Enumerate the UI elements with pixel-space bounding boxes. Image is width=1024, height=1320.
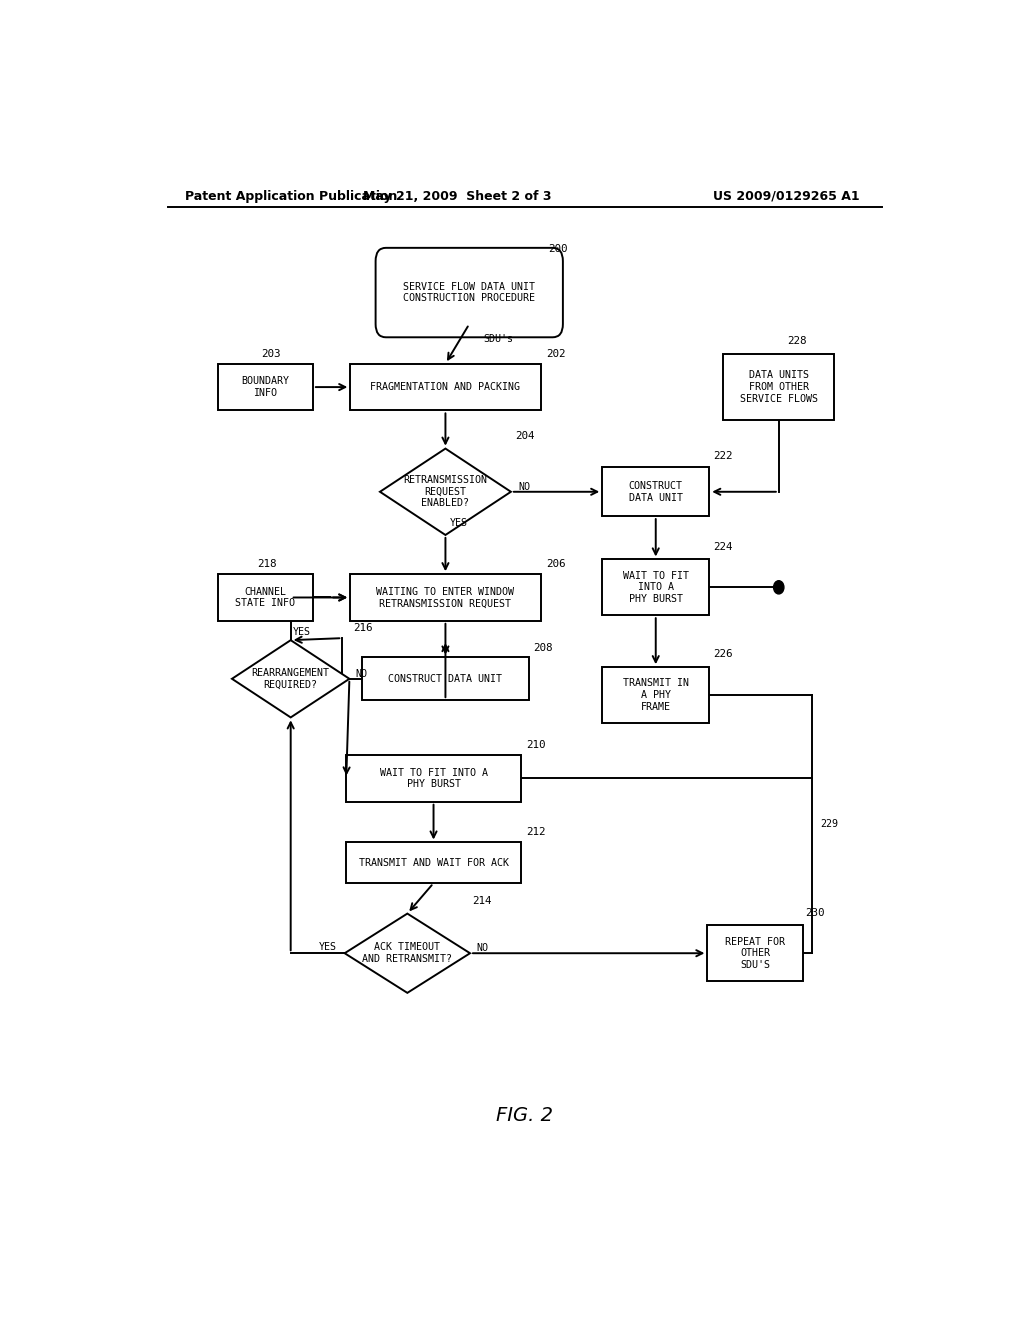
- Text: 206: 206: [546, 560, 565, 569]
- Text: CONSTRUCT
DATA UNIT: CONSTRUCT DATA UNIT: [629, 480, 683, 503]
- Text: NO: NO: [355, 669, 368, 678]
- Text: FIG. 2: FIG. 2: [497, 1106, 553, 1126]
- Text: 226: 226: [714, 649, 733, 660]
- Bar: [602, 467, 710, 516]
- Bar: [723, 354, 835, 420]
- Bar: [350, 364, 541, 411]
- Bar: [602, 667, 710, 723]
- Text: 210: 210: [526, 741, 546, 750]
- Text: FRAGMENTATION AND PACKING: FRAGMENTATION AND PACKING: [371, 381, 520, 392]
- Text: DATA UNITS
FROM OTHER
SERVICE FLOWS: DATA UNITS FROM OTHER SERVICE FLOWS: [739, 371, 818, 404]
- Text: TRANSMIT AND WAIT FOR ACK: TRANSMIT AND WAIT FOR ACK: [358, 858, 509, 867]
- Text: CHANNEL
STATE INFO: CHANNEL STATE INFO: [236, 586, 295, 609]
- Text: 229: 229: [820, 820, 838, 829]
- Bar: [350, 574, 541, 620]
- Text: May 21, 2009  Sheet 2 of 3: May 21, 2009 Sheet 2 of 3: [364, 190, 552, 202]
- Polygon shape: [345, 913, 470, 993]
- Text: 228: 228: [786, 337, 806, 346]
- Polygon shape: [232, 640, 349, 718]
- Bar: [218, 364, 313, 411]
- Text: REARRANGEMENT
REQUIRED?: REARRANGEMENT REQUIRED?: [252, 668, 330, 689]
- Text: WAIT TO FIT INTO A
PHY BURST: WAIT TO FIT INTO A PHY BURST: [380, 768, 487, 789]
- Text: 208: 208: [532, 643, 552, 653]
- Text: YES: YES: [318, 942, 337, 952]
- Text: 224: 224: [714, 541, 733, 552]
- Bar: [602, 560, 710, 615]
- Text: NO: NO: [519, 482, 530, 491]
- Text: CONSTRUCT DATA UNIT: CONSTRUCT DATA UNIT: [388, 673, 503, 684]
- Text: WAIT TO FIT
INTO A
PHY BURST: WAIT TO FIT INTO A PHY BURST: [623, 570, 689, 605]
- Text: BOUNDARY
INFO: BOUNDARY INFO: [242, 376, 290, 397]
- Polygon shape: [380, 449, 511, 535]
- Text: REPEAT FOR
OTHER
SDU'S: REPEAT FOR OTHER SDU'S: [725, 937, 785, 970]
- Text: 202: 202: [546, 348, 565, 359]
- Text: 216: 216: [353, 623, 373, 634]
- Text: 200: 200: [549, 244, 568, 253]
- Text: YES: YES: [451, 517, 468, 528]
- Circle shape: [773, 581, 784, 594]
- Text: SERVICE FLOW DATA UNIT
CONSTRUCTION PROCEDURE: SERVICE FLOW DATA UNIT CONSTRUCTION PROC…: [403, 281, 536, 304]
- Text: TRANSMIT IN
A PHY
FRAME: TRANSMIT IN A PHY FRAME: [623, 678, 689, 711]
- Bar: [708, 925, 803, 981]
- Text: WAITING TO ENTER WINDOW
RETRANSMISSION REQUEST: WAITING TO ENTER WINDOW RETRANSMISSION R…: [377, 586, 514, 609]
- Text: 218: 218: [257, 560, 276, 569]
- Text: ACK TIMEOUT
AND RETRANSMIT?: ACK TIMEOUT AND RETRANSMIT?: [362, 942, 453, 964]
- Bar: [218, 574, 313, 620]
- Text: US 2009/0129265 A1: US 2009/0129265 A1: [714, 190, 860, 202]
- Text: 204: 204: [515, 430, 535, 441]
- Bar: [362, 657, 528, 700]
- Text: RETRANSMISSION
REQUEST
ENABLED?: RETRANSMISSION REQUEST ENABLED?: [403, 475, 487, 508]
- Text: YES: YES: [293, 627, 311, 638]
- Text: 203: 203: [261, 348, 281, 359]
- Text: SDU's: SDU's: [483, 334, 513, 343]
- Bar: [346, 755, 521, 801]
- Text: 212: 212: [526, 828, 546, 837]
- Text: 222: 222: [714, 451, 733, 461]
- FancyBboxPatch shape: [376, 248, 563, 338]
- Bar: [346, 842, 521, 883]
- Text: 214: 214: [472, 896, 492, 907]
- Text: 230: 230: [805, 908, 824, 917]
- Text: Patent Application Publication: Patent Application Publication: [185, 190, 397, 202]
- Text: NO: NO: [476, 944, 488, 953]
